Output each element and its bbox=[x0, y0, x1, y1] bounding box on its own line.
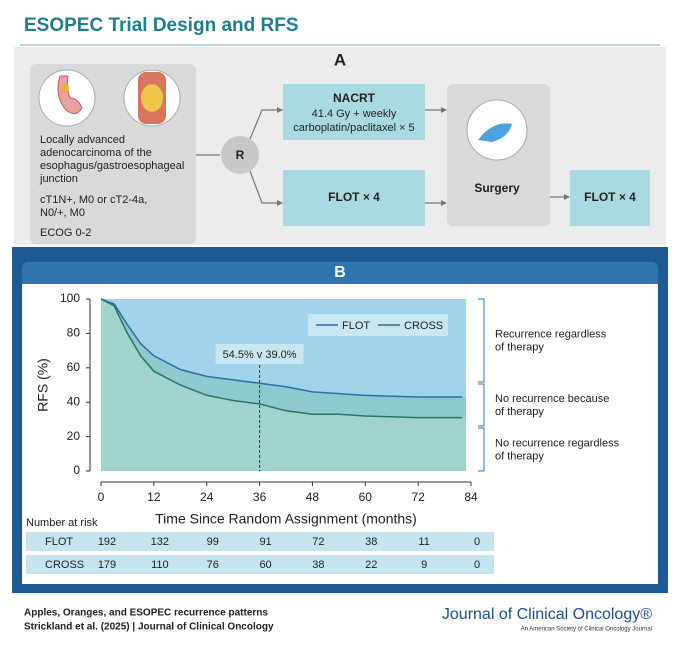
risk-value: 72 bbox=[312, 536, 324, 548]
flot-post-label: FLOT × 4 bbox=[584, 190, 636, 204]
region-label: No recurrence regardless bbox=[495, 437, 620, 449]
risk-value: 38 bbox=[365, 536, 377, 548]
x-tick-label: 36 bbox=[253, 490, 267, 504]
flot-post-box bbox=[570, 170, 650, 226]
risk-value: 60 bbox=[259, 559, 271, 571]
y-tick-label: 80 bbox=[67, 326, 81, 340]
annotation-box bbox=[215, 344, 304, 364]
annotation: 54.5% v 39.0% bbox=[223, 349, 297, 361]
risk-row bbox=[26, 532, 494, 551]
risk-row bbox=[26, 555, 494, 574]
journal-subtitle: An American Society of Clinical Oncology… bbox=[521, 627, 652, 633]
region-label: of therapy bbox=[495, 450, 544, 462]
arrowheads bbox=[277, 107, 570, 206]
panel-label: B bbox=[334, 264, 346, 281]
region-bracket bbox=[478, 298, 485, 383]
region-label: of therapy bbox=[495, 341, 544, 353]
x-tick-label: 48 bbox=[306, 490, 320, 504]
flot-pre-label: FLOT × 4 bbox=[328, 190, 380, 204]
x-tick-label: 12 bbox=[147, 490, 161, 504]
risk-value: 99 bbox=[207, 536, 219, 548]
journal-logo: Journal of Clinical Oncology® bbox=[442, 606, 652, 623]
surgery-label: Surgery bbox=[474, 181, 520, 195]
risk-value: 11 bbox=[418, 536, 429, 548]
footer-line: Strickland et al. (2025) | Journal of Cl… bbox=[24, 622, 274, 633]
x-tick-label: 0 bbox=[98, 490, 105, 504]
patient-line: adenocarcinoma of the bbox=[40, 147, 152, 159]
risk-title: Number at risk bbox=[26, 517, 98, 529]
tumor-mass bbox=[141, 84, 163, 112]
title: ESOPEC Trial Design and RFS bbox=[24, 15, 299, 36]
staging-line: cT1N+, M0 or cT2-4a, bbox=[40, 194, 147, 206]
x-tick-label: 24 bbox=[200, 490, 214, 504]
glove bbox=[478, 123, 512, 142]
legend-label: CROSS bbox=[404, 320, 443, 332]
risk-value: 38 bbox=[312, 559, 324, 571]
patient-line: junction bbox=[39, 173, 78, 185]
y-tick-label: 0 bbox=[73, 463, 80, 477]
staging-line: N0/+, M0 bbox=[40, 207, 85, 219]
x-tick-label: 60 bbox=[359, 490, 373, 504]
x-tick-label: 72 bbox=[411, 490, 425, 504]
nacrt-line: 41.4 Gy + weekly bbox=[312, 108, 397, 120]
plot: 0 20 40 60 80 100 0 12 24 36 48 60 72 84 Time Since Ra… bbox=[26, 291, 620, 574]
region-label: Recurrence regardless bbox=[495, 328, 607, 340]
risk-row-name: FLOT bbox=[45, 536, 73, 548]
risk-value: 192 bbox=[98, 536, 116, 548]
patient-line: Locally advanced bbox=[40, 134, 125, 146]
km-curve bbox=[100, 298, 463, 398]
risk-value: 179 bbox=[98, 559, 116, 571]
region-bracket bbox=[478, 383, 485, 427]
risk-value: 110 bbox=[151, 559, 169, 571]
region-label: of therapy bbox=[495, 406, 544, 418]
risk-value: 9 bbox=[421, 559, 427, 571]
region-bracket bbox=[478, 427, 485, 472]
x-axis-title: Time Since Random Assignment (months) bbox=[155, 511, 417, 527]
nacrt-box bbox=[283, 84, 425, 140]
risk-value: 0 bbox=[474, 536, 480, 548]
randomization-label: R bbox=[236, 148, 245, 162]
legend-label: FLOT bbox=[342, 320, 370, 332]
risk-value: 0 bbox=[474, 559, 480, 571]
km-curve bbox=[100, 298, 463, 419]
randomization-node bbox=[221, 136, 259, 174]
area-between bbox=[101, 299, 466, 418]
y-tick-label: 20 bbox=[67, 429, 81, 443]
risk-value: 22 bbox=[365, 559, 377, 571]
ecog-line: ECOG 0-2 bbox=[40, 227, 91, 239]
risk-row-name: CROSS bbox=[45, 559, 84, 571]
y-axis-title: RFS (%) bbox=[35, 358, 51, 412]
nacrt-title: NACRT bbox=[333, 91, 376, 105]
y-tick-label: 60 bbox=[67, 360, 81, 374]
risk-value: 76 bbox=[207, 559, 219, 571]
nacrt-line: carboplatin/paclitaxel × 5 bbox=[293, 122, 414, 134]
patient-line: esophagus/gastroesophageal bbox=[40, 160, 184, 172]
tumor bbox=[61, 84, 69, 92]
risk-value: 132 bbox=[151, 536, 169, 548]
risk-value: 91 bbox=[259, 536, 271, 548]
flot-pre-box bbox=[283, 170, 425, 226]
region-label: No recurrence because bbox=[495, 393, 609, 405]
y-tick-label: 100 bbox=[60, 291, 80, 305]
y-tick-label: 40 bbox=[67, 394, 81, 408]
panel-label: A bbox=[334, 50, 346, 69]
footer-line: Apples, Oranges, and ESOPEC recurrence p… bbox=[24, 608, 268, 619]
x-tick-label: 84 bbox=[464, 490, 478, 504]
